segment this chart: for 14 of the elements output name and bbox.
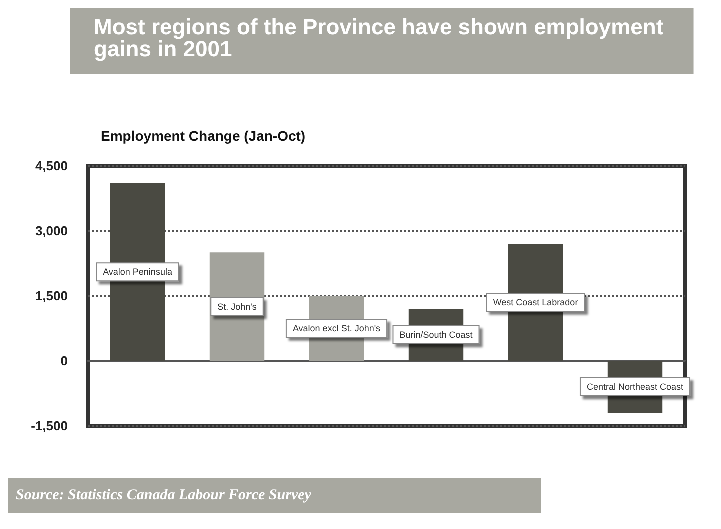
y-tick-label: 3,000 [35,224,68,238]
x-tick-label: St. John's [218,302,258,312]
y-tick-label: 1,500 [35,288,68,304]
source-note: Source: Statistics Canada Labour Force Survey [16,488,312,504]
y-tick-label: 0 [60,354,68,368]
chart-title: Most regions of the Province have shown employment gains in 2001 [94,14,670,62]
x-tick-label: Avalon excl St. John's [292,324,382,334]
x-tick-label: Burin/South Coast [400,330,474,340]
y-tick-label: 4,500 [35,158,68,174]
y-tick-label: -1,500 [31,418,68,434]
x-tick-label: Avalon Peninsula [103,267,172,278]
x-tick-label: West Coast Labrador [493,298,578,308]
x-tick-label: Central Northeast Coast [586,382,684,392]
chart-subtitle: Employment Change (Jan-Oct) [101,128,306,144]
